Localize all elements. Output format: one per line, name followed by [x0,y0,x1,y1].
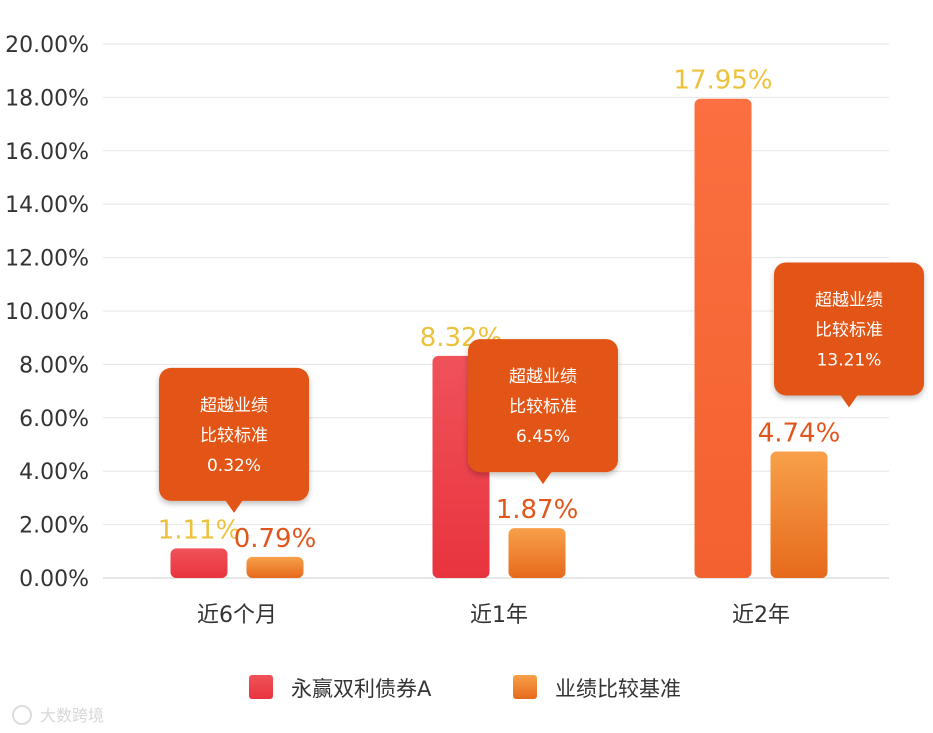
y-axis-tick-labels: 0.00% 2.00% 4.00% 6.00% 8.00% 10.00% 12.00% 14.… [5,33,89,592]
callout-pointer [840,394,858,408]
legend-item-benchmark: 业绩比较基准 [513,675,681,701]
legend: 永赢双利债券A 业绩比较基准 [249,675,681,701]
value-label-benchmark: 4.74% [758,418,841,448]
callout-box [159,367,309,501]
y-tick-label: 14.00% [5,193,89,218]
bar-benchmark [770,451,828,578]
watermark-text: 大数跨境 [40,706,104,725]
y-tick-label: 4.00% [19,460,89,485]
watermark: 大数跨境 [12,705,104,725]
value-label-benchmark: 1.87% [496,495,579,525]
legend-label-benchmark: 业绩比较基准 [555,677,681,701]
callout-text: 6.45% [516,427,570,447]
category-label: 近2年 [732,603,790,628]
legend-swatch-benchmark [513,675,537,699]
legend-item-fund: 永赢双利债券A [249,675,432,701]
callout-text: 超越业绩 [509,367,577,387]
bars [170,98,828,579]
category-label: 近1年 [470,603,528,628]
callout-text: 比较标准 [815,320,883,340]
callout-box [468,339,618,473]
callout-text: 比较标准 [509,397,577,417]
value-label-fund: 1.11% [158,515,241,545]
callout-text: 13.21% [817,350,882,370]
callout-text: 超越业绩 [200,396,268,416]
value-labels: 1.11%0.79%8.32%1.87%17.95%4.74% [158,66,841,554]
bar-fund [170,548,228,578]
y-tick-label: 16.00% [5,140,89,165]
y-tick-label: 18.00% [5,86,89,111]
y-tick-label: 2.00% [19,514,89,539]
value-label-fund: 17.95% [673,66,772,96]
y-tick-label: 6.00% [19,407,89,432]
y-tick-label: 8.00% [19,353,89,378]
y-tick-label: 0.00% [19,567,89,592]
legend-swatch-fund [249,675,273,699]
y-tick-label: 20.00% [5,33,89,58]
bar-benchmark [508,528,566,578]
bar-benchmark [246,556,304,578]
watermark-logo-icon [12,705,32,725]
callout-text: 比较标准 [200,426,268,446]
x-axis-category-labels: 近6个月 近1年 近2年 [197,603,790,628]
callout-pointer [534,471,552,485]
category-label: 近6个月 [197,603,277,628]
callout-pointer [225,499,243,513]
bar-fund [694,98,752,579]
callout-text: 超越业绩 [815,290,883,310]
y-tick-label: 10.00% [5,300,89,325]
callout-box [774,262,924,396]
callout-text: 0.32% [207,456,261,476]
value-label-benchmark: 0.79% [234,524,317,554]
y-tick-label: 12.00% [5,247,89,272]
legend-label-fund: 永赢双利债券A [291,677,432,701]
